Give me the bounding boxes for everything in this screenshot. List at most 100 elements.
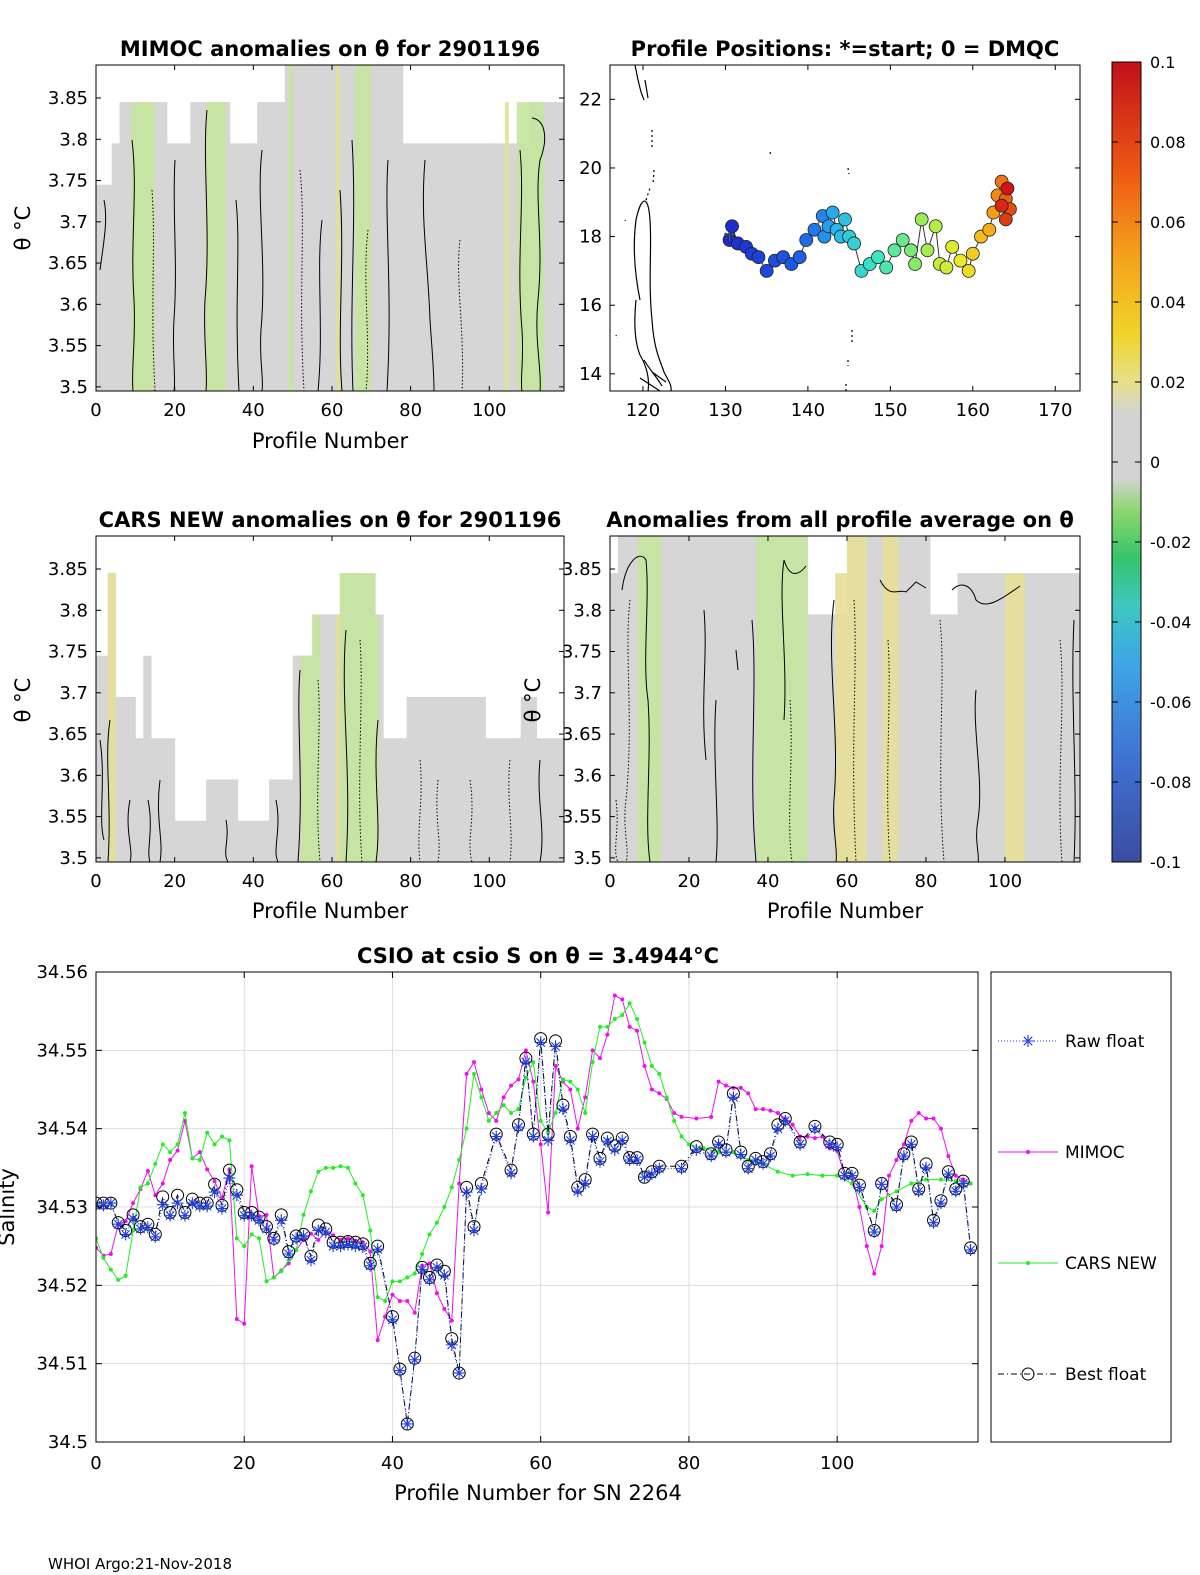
x-tick-label: 60	[321, 871, 344, 892]
data-point	[212, 1142, 217, 1147]
data-point	[257, 1236, 262, 1241]
data-point	[267, 1233, 280, 1246]
data-point	[890, 1201, 903, 1213]
x-tick-label: 80	[915, 871, 938, 892]
data-point	[516, 1077, 521, 1082]
anomaly-cell	[610, 573, 619, 862]
anomaly-cell	[143, 655, 152, 862]
y-tick-label: 16	[579, 295, 602, 316]
data-point	[475, 1182, 488, 1195]
data-point	[434, 1220, 439, 1225]
profile-marker	[895, 233, 910, 247]
legend-item: Raw float	[998, 1032, 1145, 1052]
data-point	[438, 1269, 451, 1282]
legend-item: CARS NEW	[998, 1254, 1157, 1274]
data-point	[872, 1271, 877, 1276]
data-point	[342, 1238, 354, 1251]
data-point	[220, 1195, 224, 1200]
data-point	[724, 1083, 728, 1088]
data-point	[153, 1161, 158, 1166]
profile-marker	[759, 263, 774, 278]
data-point	[190, 1156, 195, 1161]
data-point	[360, 1193, 365, 1198]
anomaly-band-negative	[288, 65, 293, 391]
colorbar: 0.1 0.08 0.06 0.04 0.02 0 -0.02 -0.04 -0.06 -0.08…	[1111, 53, 1191, 872]
data-point	[304, 1254, 317, 1267]
colorbar-tick-label: -0.02	[1150, 533, 1191, 552]
data-point	[531, 1060, 536, 1065]
data-point	[798, 1134, 803, 1139]
data-point	[749, 1154, 762, 1166]
legend-marker	[1022, 1035, 1034, 1047]
profile-markers	[722, 174, 1017, 278]
anomaly-cell	[229, 143, 254, 391]
data-point	[116, 1277, 121, 1282]
data-point	[909, 1181, 914, 1186]
data-point	[590, 1060, 595, 1065]
data-point	[686, 1142, 691, 1147]
data-point	[553, 1064, 558, 1068]
data-point	[220, 1134, 224, 1139]
data-point	[934, 1197, 947, 1210]
data-point	[160, 1142, 165, 1147]
data-point	[731, 1085, 736, 1090]
data-point	[264, 1279, 269, 1284]
anomaly-band-positive	[846, 536, 867, 862]
data-point	[445, 1338, 458, 1351]
data-point	[346, 1165, 350, 1170]
data-point	[598, 1056, 602, 1061]
x-tick-label: 120	[626, 400, 660, 421]
coastline	[615, 65, 853, 391]
allavg-panel: Anomalies from all profile average on θ …	[521, 508, 1081, 923]
data-point	[594, 1155, 606, 1168]
positions-panel: Profile Positions: *=start; 0 = DMQC * 1…	[579, 37, 1081, 421]
y-tick-label: 3.6	[59, 765, 88, 786]
data-point	[790, 1122, 795, 1127]
y-tick-label: 34.53	[36, 1197, 88, 1218]
y-tick-label: 34.51	[36, 1354, 88, 1375]
mimoc-contours	[99, 109, 546, 391]
data-point	[549, 1040, 562, 1053]
data-point	[327, 1240, 340, 1253]
data-point	[523, 1048, 528, 1053]
data-point	[205, 1167, 210, 1172]
positions-axes: 120 130 140 150 160 170 14 16 18 20 22	[579, 65, 1080, 421]
data-point	[346, 1236, 350, 1241]
data-point	[927, 1216, 940, 1229]
data-point	[145, 1181, 150, 1186]
legend-marker	[1021, 1367, 1035, 1381]
y-tick-label: 3.55	[48, 807, 88, 828]
colorbar-tick-label: -0.06	[1150, 693, 1191, 712]
data-point	[538, 1118, 543, 1123]
anomaly-band-negative	[131, 102, 155, 391]
data-point	[464, 1071, 469, 1076]
y-tick-label: 3.55	[48, 336, 88, 357]
y-tick-label: 3.8	[573, 600, 602, 621]
data-point	[753, 1107, 758, 1112]
anomaly-cell	[520, 696, 537, 862]
data-point	[575, 1126, 580, 1131]
data-point	[205, 1130, 210, 1135]
x-tick-label: 60	[529, 1453, 552, 1474]
profile-marker	[914, 212, 929, 227]
data-point	[316, 1237, 321, 1242]
data-point	[138, 1185, 143, 1190]
data-point	[168, 1158, 173, 1162]
profile-marker	[825, 205, 840, 220]
data-point	[879, 1244, 884, 1249]
data-point	[371, 1243, 384, 1256]
anomaly-band-positive	[107, 573, 116, 862]
y-tick-label: 34.56	[36, 962, 88, 983]
profile-marker	[1000, 181, 1015, 196]
x-tick-label: 100	[988, 871, 1022, 892]
data-point	[924, 1177, 929, 1182]
data-point	[393, 1364, 406, 1377]
data-point	[338, 1164, 343, 1169]
data-point	[657, 1071, 662, 1076]
profile-marker	[725, 219, 739, 234]
profile-marker	[961, 263, 976, 278]
y-tick-label: 3.5	[59, 848, 88, 869]
allavg-heatmap	[610, 536, 1080, 862]
data-point	[134, 1222, 147, 1235]
cars-panel: CARS NEW anomalies on θ for 2901196 0 20 4…	[11, 508, 565, 923]
